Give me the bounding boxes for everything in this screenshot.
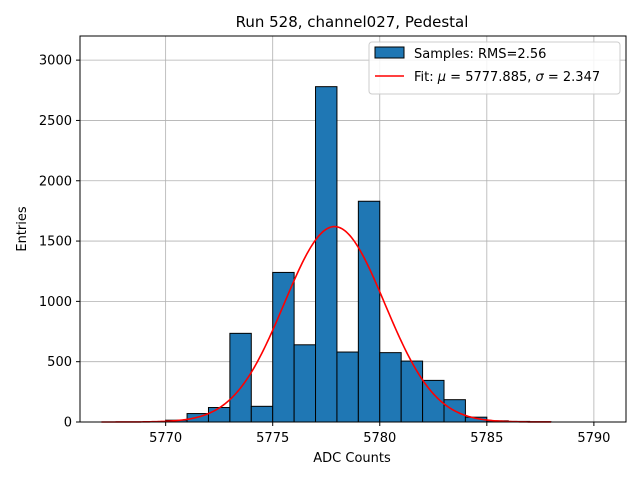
x-tick-label: 5790 [577,431,610,446]
y-axis-label: Entries [15,206,30,252]
legend-box [368,41,621,95]
x-axis-label: ADC Counts [313,451,391,466]
y-tick-label: 0 [64,416,72,431]
plot-frame [79,35,627,423]
y-tick-label: 1500 [39,235,72,250]
histogram-bar [207,407,231,423]
histogram-bar [293,344,317,423]
x-tick-label: 5785 [470,431,503,446]
legend-label-fit: Fit: μ = 5777.885, σ = 2.347 [414,70,600,85]
x-tick-label: 5775 [256,431,289,446]
fit-curve [101,225,552,423]
histogram-bar [315,86,338,423]
y-tick-label: 500 [47,355,72,370]
legend-label-samples: Samples: RMS=2.56 [414,47,546,62]
histogram-bar [336,351,359,423]
x-axis-ticks: 5770 5775 5780 5785 5790 [149,422,610,446]
chart-title: Run 528, channel027, Pedestal [236,13,469,31]
legend: Samples: RMS=2.56 Fit: μ = 5777.885, σ =… [368,41,621,95]
y-tick-label: 2500 [39,114,72,129]
x-tick-label: 5770 [149,431,182,446]
y-axis-ticks: 0 500 1000 1500 2000 2500 3000 [39,54,80,431]
histogram-bars [165,86,552,423]
x-tick-label: 5780 [363,431,396,446]
histogram-bar [357,200,381,423]
histogram-bar [272,271,295,423]
legend-swatch-samples [374,46,405,59]
y-tick-label: 2000 [39,174,72,189]
histogram-bar [400,360,424,423]
y-tick-label: 3000 [39,54,72,69]
histogram-bar [379,352,402,423]
histogram-bar [250,405,274,423]
y-tick-label: 1000 [39,295,72,310]
